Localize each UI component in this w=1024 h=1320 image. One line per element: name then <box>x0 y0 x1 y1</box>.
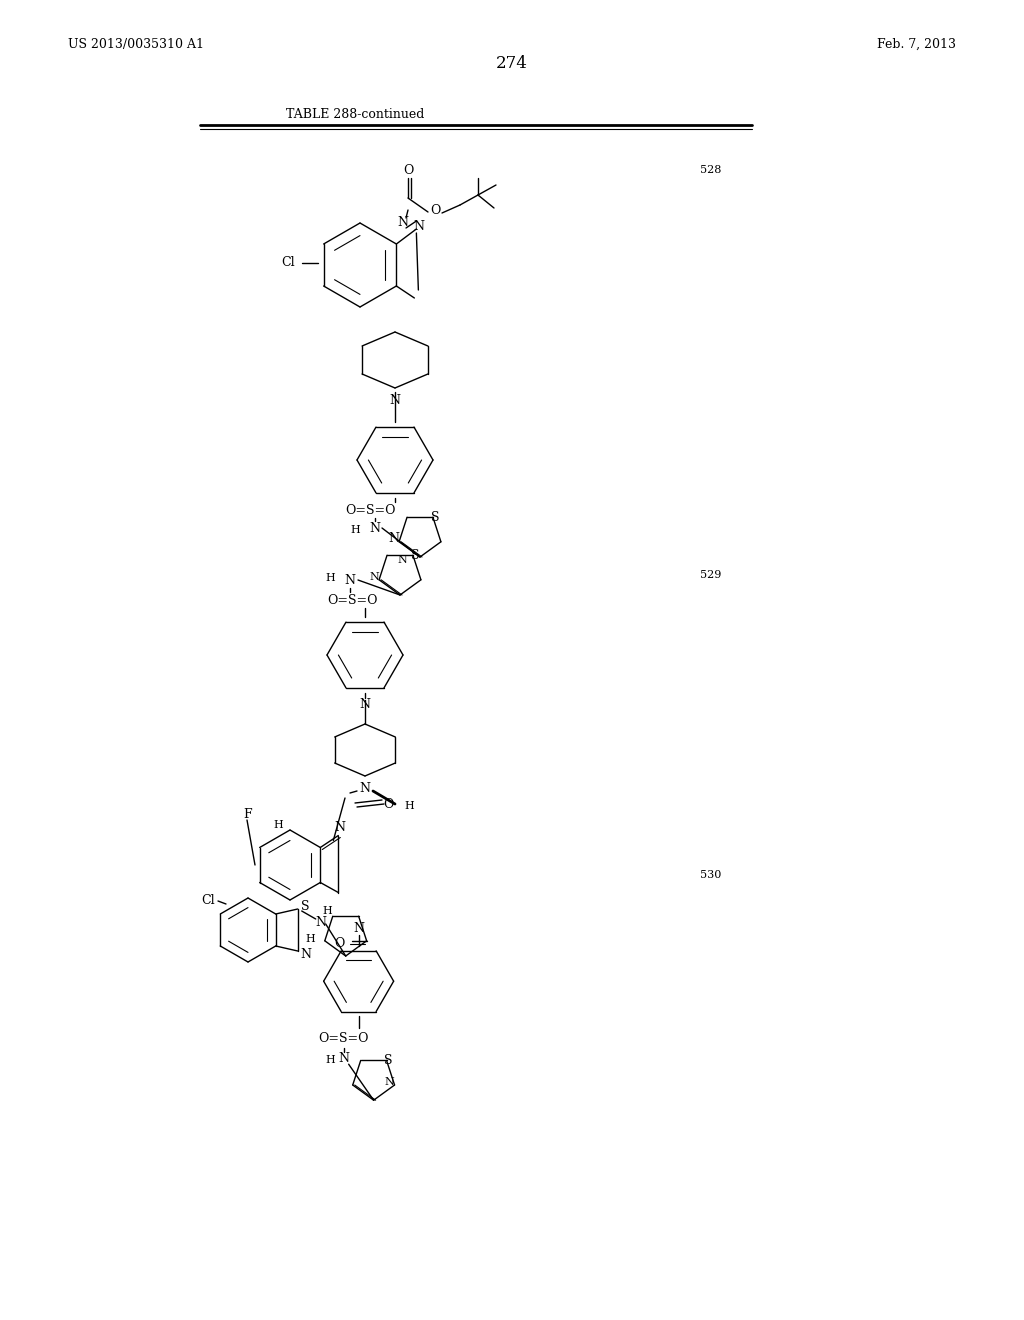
Text: F: F <box>244 808 252 821</box>
Text: N: N <box>315 916 327 929</box>
Text: N: N <box>388 532 399 545</box>
Text: N: N <box>370 572 379 582</box>
Text: H: H <box>306 935 315 944</box>
Text: O=S=O: O=S=O <box>345 503 395 516</box>
Text: N: N <box>300 948 311 961</box>
Text: O: O <box>430 203 440 216</box>
Text: S: S <box>411 549 419 562</box>
Text: TABLE 288-continued: TABLE 288-continued <box>286 108 424 121</box>
Text: O: O <box>383 799 393 812</box>
Text: N: N <box>397 215 409 228</box>
Text: US 2013/0035310 A1: US 2013/0035310 A1 <box>68 38 204 51</box>
Text: N: N <box>370 521 381 535</box>
Text: S: S <box>301 899 310 912</box>
Text: H: H <box>323 906 333 916</box>
Text: H: H <box>273 820 283 830</box>
Text: O: O <box>335 937 345 950</box>
Text: O=S=O: O=S=O <box>327 594 377 606</box>
Text: Feb. 7, 2013: Feb. 7, 2013 <box>877 38 956 51</box>
Text: Cl: Cl <box>202 894 215 907</box>
Text: 528: 528 <box>700 165 721 176</box>
Text: 274: 274 <box>496 55 528 73</box>
Text: 529: 529 <box>700 570 721 579</box>
Text: H: H <box>404 801 414 810</box>
Text: N: N <box>413 220 424 234</box>
Text: S: S <box>384 1053 393 1067</box>
Text: H: H <box>350 525 359 535</box>
Text: O: O <box>402 164 414 177</box>
Text: N: N <box>344 573 355 586</box>
Text: H: H <box>326 1055 336 1065</box>
Text: Cl: Cl <box>282 256 295 269</box>
Text: O=S=O: O=S=O <box>318 1032 369 1044</box>
Text: S: S <box>431 511 439 524</box>
Text: H: H <box>326 573 335 583</box>
Text: N: N <box>359 698 371 711</box>
Text: N: N <box>359 781 371 795</box>
Text: N: N <box>389 393 400 407</box>
Text: N: N <box>335 821 346 834</box>
Text: 530: 530 <box>700 870 721 880</box>
Text: N: N <box>397 554 407 565</box>
Text: N: N <box>338 1052 349 1065</box>
Text: N: N <box>353 921 365 935</box>
Text: N: N <box>385 1077 394 1086</box>
